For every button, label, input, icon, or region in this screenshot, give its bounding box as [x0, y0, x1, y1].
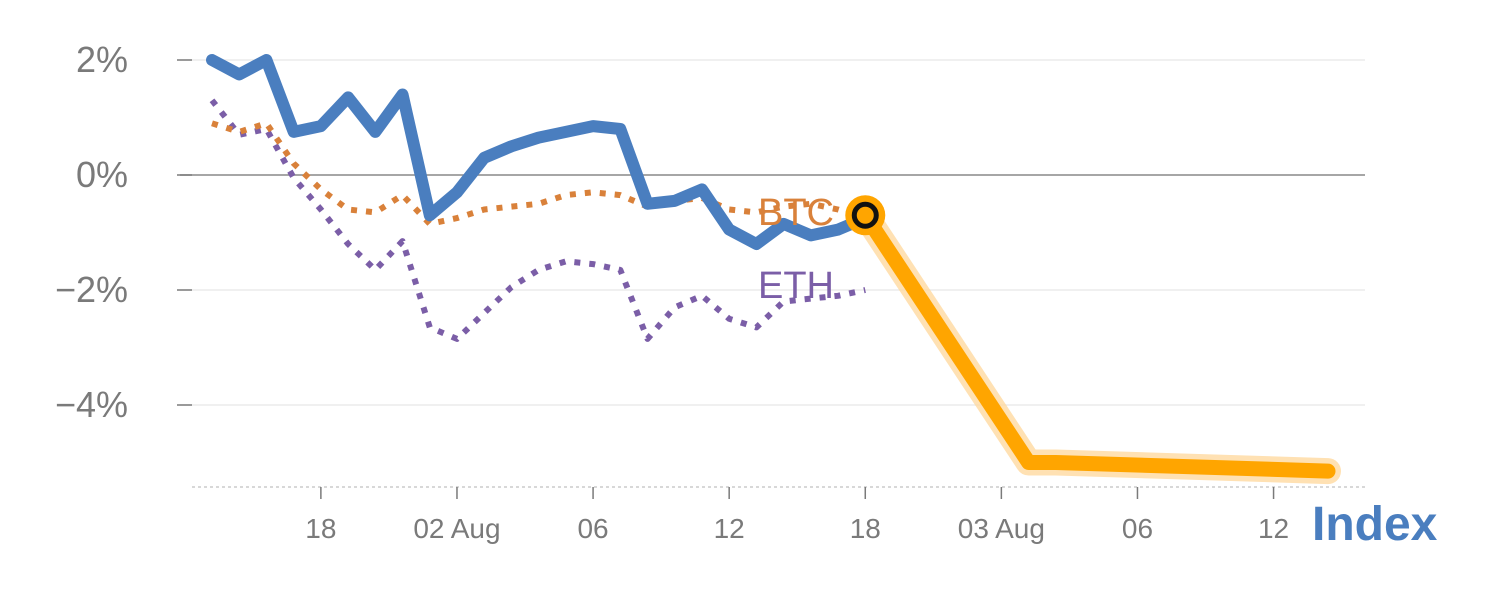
x-tick-label: 03 Aug: [958, 513, 1045, 544]
y-tick-label: −2%: [55, 269, 128, 310]
marker-outer: [845, 195, 886, 236]
x-tick-label: 12: [714, 513, 745, 544]
x-tick-label: 06: [577, 513, 608, 544]
eth-series-label: ETH: [758, 265, 834, 307]
highlight-series-halo: [852, 202, 1341, 485]
y-tick-label: −4%: [55, 384, 128, 425]
y-tick-label: 0%: [76, 154, 128, 195]
y-axis-ticks: 2% 0% −2% −4%: [55, 39, 192, 425]
eth-series-line: [209, 98, 866, 342]
x-tick-label: 18: [305, 513, 336, 544]
btc-series-label: BTC: [758, 192, 834, 234]
marker-ring: [851, 201, 879, 229]
highlight-series-line: [857, 207, 1336, 479]
x-axis-ticks: 18 02 Aug 06 12 18 03 Aug 06 12: [305, 487, 1289, 544]
grid-lines: [180, 59, 1365, 406]
x-tick-label: 12: [1258, 513, 1289, 544]
series-lines: [206, 54, 1341, 485]
y-tick-label: 2%: [76, 39, 128, 80]
x-tick-label: 18: [850, 513, 881, 544]
index-series-line: [206, 54, 872, 250]
end-marker: [845, 195, 886, 236]
index-series-label: Index: [1312, 498, 1438, 551]
x-tick-label: 06: [1122, 513, 1153, 544]
x-tick-label: 02 Aug: [413, 513, 500, 544]
